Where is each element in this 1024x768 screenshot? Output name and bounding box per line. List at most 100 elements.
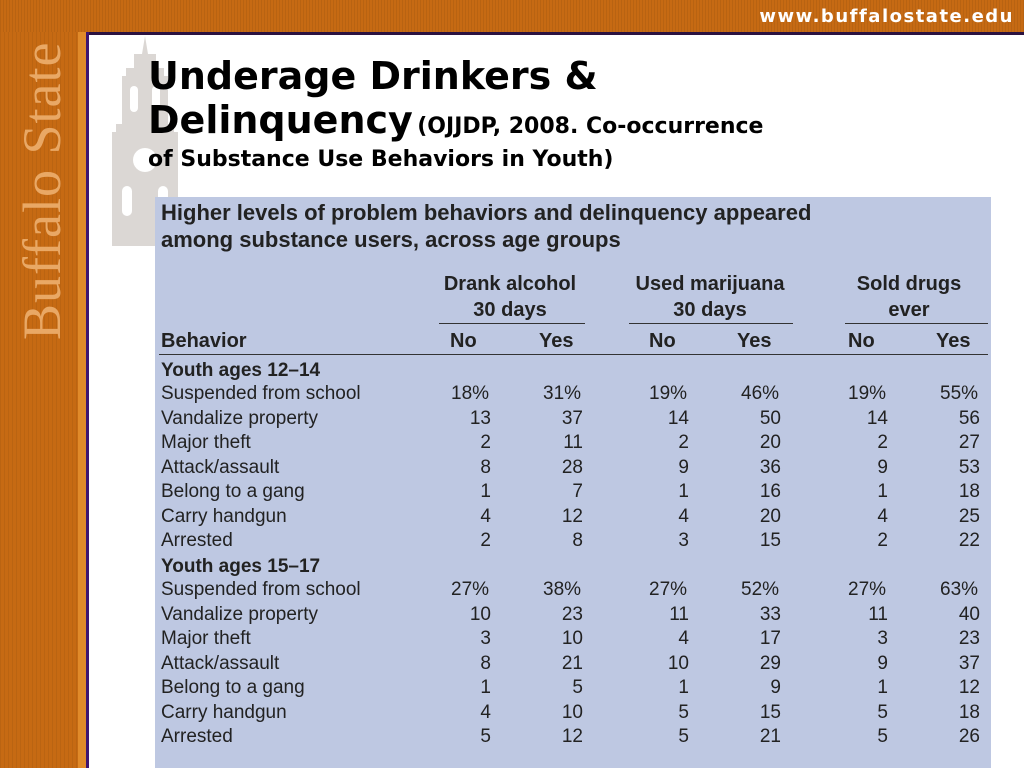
value-cell: 4 [480,505,491,527]
value-cell: 1 [480,481,491,502]
value-cell: 8 [480,456,491,478]
value-cell: 3 [678,530,689,551]
value-cell: 28 [561,456,583,478]
value-cell: 23 [958,628,980,649]
value-cell: 15 [759,530,781,551]
value-cell: 16 [759,481,781,502]
behavior-cell: Belong to a gang [161,677,305,698]
title-citation-2: of Substance Use Behaviors in Youth) [148,147,614,172]
value-cell: 18% [451,383,490,404]
value-cell: 11 [669,603,689,625]
table-heading-line-2: among substance users, across age groups [161,227,621,252]
value-cell: 1 [877,677,888,698]
value-cell: 4 [678,505,689,527]
value-cell: 1 [877,481,888,502]
value-cell: 50 [759,407,781,429]
value-cell: 2 [678,432,689,453]
table-row: Major theft 2 11 2 20 2 27 [155,432,991,456]
group-header-line-1: Used marijuana [635,273,785,295]
group-header-sold-drugs: Sold drugs ever [841,271,977,323]
col-header-alcohol-no: No [450,330,477,352]
value-cell: 27% [649,579,688,600]
col-header-marijuana-yes: Yes [737,330,772,352]
table-row: Suspended from school 27% 38% 27% 52% 27% 63% [155,579,991,603]
value-cell: 9 [770,677,781,698]
value-cell: 14 [866,407,888,429]
table-row: Carry handgun 4 12 4 20 4 25 [155,506,991,530]
value-cell: 10 [667,652,689,674]
value-cell: 17 [759,628,781,649]
behavior-cell: Carry handgun [161,701,287,723]
behavior-cell: Suspended from school [161,579,361,600]
value-cell: 19% [649,383,688,404]
col-header-marijuana-no: No [649,330,676,352]
value-cell: 33 [759,603,781,625]
data-table-panel: Higher levels of problem behaviors and d… [155,197,991,768]
value-cell: 40 [958,603,980,625]
value-cell: 5 [572,677,583,698]
group-header-line-2: 30 days [673,299,747,321]
header-rule [159,354,988,355]
top-divider [86,32,1024,35]
value-cell: 25 [958,505,980,527]
value-cell: 8 [572,530,583,551]
value-cell: 12 [958,677,980,698]
group-header-marijuana: Used marijuana 30 days [625,271,795,323]
value-cell: 21 [759,726,781,747]
title-main-word: Delinquency [148,98,413,142]
value-cell: 2 [480,432,491,453]
top-orange-bar: www.buffalostate.edu [0,0,1024,32]
value-cell: 38% [543,579,582,600]
col-header-sold-no: No [848,330,875,352]
table-row: Vandalize property 13 37 14 50 14 56 [155,408,991,432]
value-cell: 37 [958,652,980,674]
behavior-cell: Attack/assault [161,652,280,674]
table-row: Attack/assault 8 21 10 29 9 37 [155,653,991,677]
value-cell: 36 [759,456,781,478]
group-rule [845,323,988,324]
table-row: Suspended from school 18% 31% 19% 46% 19% 55% [155,383,991,407]
value-cell: 18 [958,481,980,502]
value-cell: 5 [678,701,689,723]
col-header-alcohol-yes: Yes [539,330,574,352]
value-cell: 56 [958,407,980,429]
value-cell: 15 [759,701,781,723]
value-cell: 27 [958,432,980,453]
buffalo-state-logo: Buffalo State [12,41,72,340]
tower-watermark-icon [112,36,178,246]
value-cell: 20 [759,505,781,527]
value-cell: 10 [561,628,583,649]
title-citation: (OJJDP, 2008. Co-occurrence [417,114,764,139]
site-url: www.buffalostate.edu [759,6,1014,27]
behavior-cell: Major theft [161,432,251,453]
value-cell: 11 [563,432,583,453]
value-cell: 20 [759,432,781,453]
slide-title: Underage Drinkers & Delinquency (OJJDP, … [148,54,1008,178]
value-cell: 4 [877,505,888,527]
value-cell: 27% [848,579,887,600]
value-cell: 53 [958,456,980,478]
table-heading: Higher levels of problem behaviors and d… [161,199,981,253]
value-cell: 19% [848,383,887,404]
group-header-line-1: Drank alcohol [443,273,577,295]
behavior-cell: Arrested [161,726,233,747]
table-heading-line-1: Higher levels of problem behaviors and d… [161,200,812,225]
value-cell: 5 [678,726,689,747]
left-orange-band: Buffalo State [0,0,78,768]
table-row: Belong to a gang 1 7 1 16 1 18 [155,481,991,505]
value-cell: 26 [958,726,980,747]
group-header-line-1: Sold drugs [856,273,962,295]
group-header-alcohol: Drank alcohol 30 days [435,271,585,323]
table-row: Vandalize property 10 23 11 33 11 40 [155,604,991,628]
value-cell: 2 [877,432,888,453]
value-cell: 3 [877,628,888,649]
value-cell: 12 [561,726,583,747]
group-rule [439,323,585,324]
value-cell: 22 [958,530,980,551]
value-cell: 8 [480,652,491,674]
value-cell: 13 [469,407,491,429]
behavior-cell: Vandalize property [161,407,319,429]
value-cell: 1 [678,481,689,502]
table-row: Arrested 2 8 3 15 2 22 [155,530,991,554]
group-header-line-2: ever [888,299,930,321]
